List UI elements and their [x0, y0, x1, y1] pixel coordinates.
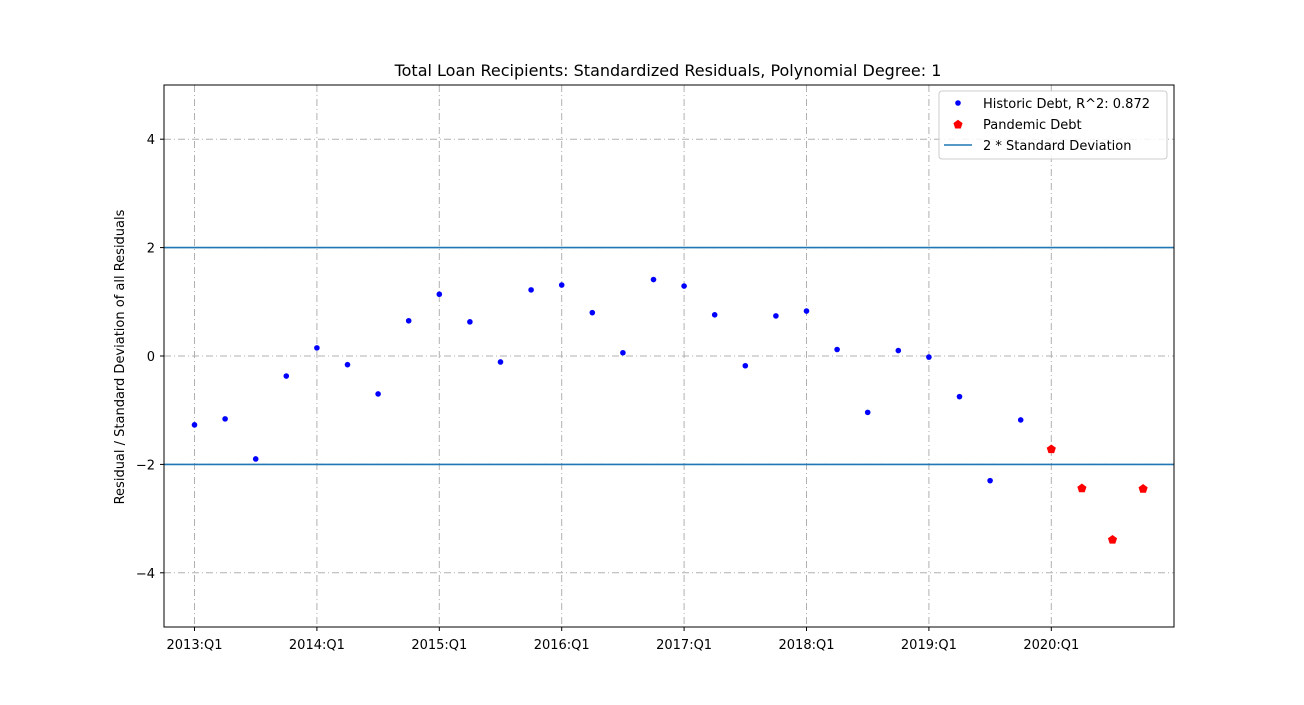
legend-label: Historic Debt, R^2: 0.872 — [983, 97, 1150, 112]
legend-label: 2 * Standard Deviation — [983, 139, 1132, 154]
historic-debt-point — [589, 309, 596, 316]
historic-debt-point — [344, 361, 351, 368]
historic-debt-point — [314, 345, 320, 351]
historic-debt-point — [681, 283, 687, 289]
legend-box — [938, 90, 1168, 160]
historic-debt-point — [711, 312, 718, 318]
y-tick-label: 4 — [147, 133, 155, 148]
y-axis: −4 −2 0 2 4 — [136, 133, 164, 582]
x-tick-label: 2019:Q1 — [901, 638, 957, 653]
legend: Historic Debt, R^2: 0.872 Pandemic Debt 2 … — [938, 90, 1168, 160]
x-tick-label: 2013:Q1 — [167, 638, 223, 653]
historic-debt-point — [834, 346, 840, 353]
historic-debt-point — [528, 287, 534, 293]
legend-label: Pandemic Debt — [983, 118, 1082, 133]
pandemic-debt-point — [1107, 535, 1118, 544]
historic-debt-point — [773, 313, 779, 319]
historic-debt-point — [222, 416, 228, 422]
y-tick-label: −2 — [136, 458, 155, 473]
y-tick-label: −4 — [136, 567, 155, 582]
historic-debt-point — [1017, 417, 1024, 423]
y-tick-label: 0 — [147, 350, 155, 365]
historic-debt-point — [742, 362, 749, 369]
historic-debt-point — [375, 391, 381, 397]
historic-debt-point — [803, 308, 810, 314]
legend-marker-pandemic — [953, 119, 963, 129]
historic-debt-point — [956, 393, 963, 400]
historic-debt-point — [650, 276, 657, 283]
historic-debt-point — [405, 317, 412, 324]
legend-marker-historic — [955, 100, 961, 106]
historic-debt-point — [895, 347, 902, 354]
historic-debt-point — [864, 409, 871, 416]
x-axis: 2013:Q1 2014:Q1 2015:Q1 2016:Q1 2017:Q1 2018:… — [167, 627, 1079, 653]
x-tick-label: 2020:Q1 — [1023, 638, 1079, 653]
historic-debt-point — [436, 291, 443, 298]
historic-debt-point — [558, 282, 565, 288]
historic-debt-point — [926, 354, 932, 360]
x-tick-label: 2014:Q1 — [289, 638, 345, 653]
x-tick-label: 2016:Q1 — [534, 638, 590, 653]
x-tick-label: 2018:Q1 — [779, 638, 835, 653]
std-lines — [164, 246, 1174, 466]
x-tick-label: 2015:Q1 — [411, 638, 467, 653]
pandemic-debt-point — [1046, 444, 1056, 454]
data-points — [191, 276, 1148, 544]
historic-debt-point — [497, 359, 504, 365]
chart-title: Total Loan Recipients: Standardized Resi… — [394, 61, 942, 80]
historic-debt-point — [620, 349, 626, 356]
historic-debt-point — [987, 477, 993, 484]
pandemic-debt-point — [1077, 483, 1087, 493]
historic-debt-point — [252, 456, 259, 462]
historic-debt-point — [467, 319, 473, 325]
grid — [164, 85, 1174, 627]
x-tick-label: 2017:Q1 — [656, 638, 712, 653]
y-tick-label: 2 — [147, 242, 155, 257]
y-axis-label: Residual / Standard Deviation of all Res… — [113, 209, 128, 504]
historic-debt-point — [283, 373, 290, 379]
pandemic-debt-point — [1138, 484, 1148, 493]
historic-debt-point — [191, 422, 198, 428]
